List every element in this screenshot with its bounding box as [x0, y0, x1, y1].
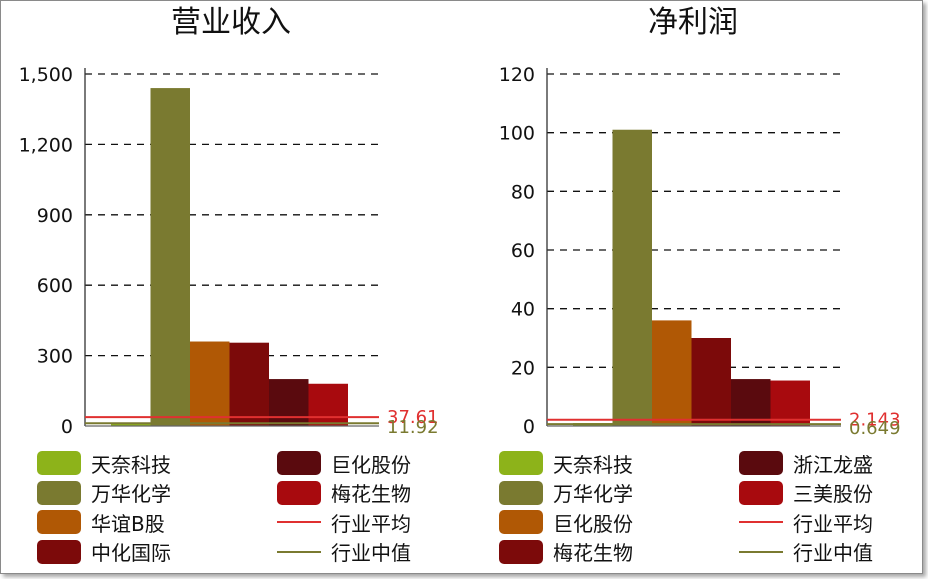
legend-item: 巨化股份: [499, 508, 633, 536]
legend-swatch: [37, 539, 81, 564]
legend-swatch: [37, 480, 81, 505]
legend-swatch: [499, 480, 543, 505]
legend-item: 行业平均: [277, 508, 411, 536]
y-tick-label: 0: [523, 416, 535, 438]
y-tick-label: 900: [37, 205, 73, 227]
legend-swatch: [739, 451, 783, 475]
legend-label: 万华化学: [91, 482, 171, 506]
legend-swatch: [37, 451, 81, 475]
legend-line-swatch: [739, 521, 783, 523]
industry-median-label: 0.649: [849, 418, 901, 439]
legend-item: 万华化学: [37, 479, 171, 507]
bar-3: [652, 320, 692, 426]
legend-item: 中化国际: [37, 538, 171, 566]
y-tick-label: 40: [511, 299, 535, 321]
legend-item: 梅花生物: [499, 538, 633, 566]
bar-5: [731, 379, 771, 426]
legend-swatch: [499, 451, 543, 475]
y-tick-label: 60: [511, 240, 535, 262]
legend-line-swatch: [739, 550, 783, 553]
legend-label: 万华化学: [553, 482, 633, 506]
legend-line-swatch: [277, 521, 321, 523]
legend-label: 行业中值: [793, 541, 873, 565]
legend-item: 三美股份: [739, 479, 873, 507]
legend-label: 行业平均: [793, 511, 873, 536]
bar-3: [190, 341, 230, 426]
y-tick-label: 1,200: [19, 134, 73, 156]
bar-1: [111, 423, 151, 426]
legend-label: 天奈科技: [553, 452, 633, 477]
bar-6: [308, 383, 348, 426]
bar-4: [229, 342, 269, 426]
legend-item: 万华化学: [499, 479, 633, 507]
industry-average-label: 37.61: [387, 407, 439, 428]
legend-label: 三美股份: [793, 482, 873, 506]
legend-label: 巨化股份: [553, 511, 633, 536]
legend-swatch: [37, 510, 81, 534]
legend-item: 巨化股份: [277, 449, 411, 477]
bar-4: [691, 338, 731, 426]
legend-line-swatch: [277, 550, 321, 553]
y-tick-label: 20: [511, 357, 535, 379]
legend-swatch: [499, 539, 543, 564]
legend-item: 浙江龙盛: [739, 449, 873, 477]
legend-item: 行业中值: [739, 538, 873, 566]
legend-swatch: [499, 510, 543, 534]
legend-label: 行业中值: [331, 541, 411, 565]
legend-label: 梅花生物: [553, 541, 633, 565]
revenue-chart-panel: 营业收入 0 300 600 900 1,200 1,500 37.61 11.92 天奈科技…: [1, 1, 461, 573]
profit-chart-panel: 净利润 0 20 40 60 80 100 120 2.143 0.649 天奈科技万华化学巨化…: [463, 1, 923, 573]
revenue-chart-title: 营业收入: [171, 5, 291, 40]
y-tick-label: 0: [61, 416, 73, 438]
legend-label: 天奈科技: [91, 452, 171, 477]
legend-swatch: [739, 480, 783, 505]
industry-median-label: 11.92: [387, 417, 439, 438]
y-tick-label: 600: [37, 275, 73, 297]
legend-label: 行业平均: [331, 511, 411, 536]
legend-item: 华谊B股: [37, 508, 165, 536]
bar-6: [770, 380, 810, 426]
y-tick-label: 1,500: [19, 64, 73, 86]
legend-label: 巨化股份: [331, 452, 411, 477]
legend-item: 梅花生物: [277, 479, 411, 507]
legend-label: 浙江龙盛: [793, 452, 873, 477]
y-tick-label: 300: [37, 346, 73, 368]
legend-item: 天奈科技: [499, 449, 633, 477]
y-tick-label: 80: [511, 181, 535, 203]
legend-swatch: [277, 480, 321, 505]
legend-item: 天奈科技: [37, 449, 171, 477]
legend-label: 梅花生物: [331, 482, 411, 506]
legend-label: 华谊B股: [91, 511, 165, 536]
profit-chart-title: 净利润: [648, 5, 738, 40]
legend-swatch: [277, 451, 321, 475]
legend-item: 行业平均: [739, 508, 873, 536]
legend-item: 行业中值: [277, 538, 411, 566]
bar-5: [269, 379, 309, 426]
y-tick-label: 100: [499, 123, 535, 145]
legend-label: 中化国际: [91, 541, 171, 565]
bar-2: [150, 88, 190, 426]
bar-2: [612, 129, 652, 426]
y-tick-label: 120: [499, 64, 535, 86]
industry-average-label: 2.143: [849, 410, 901, 431]
